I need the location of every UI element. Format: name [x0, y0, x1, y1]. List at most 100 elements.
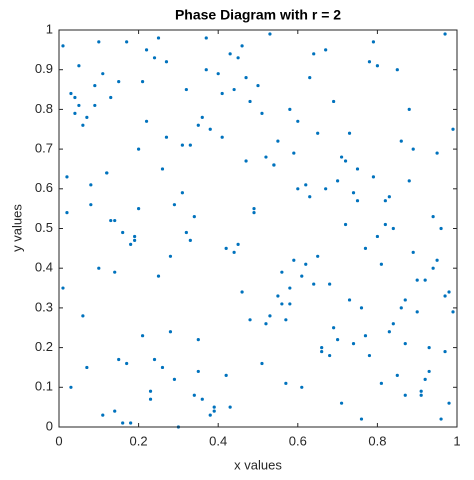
- point: [224, 373, 228, 377]
- point: [363, 334, 368, 338]
- point: [156, 274, 161, 278]
- point: [109, 95, 113, 100]
- point: [252, 211, 256, 215]
- point: [164, 60, 169, 64]
- point: [324, 48, 328, 52]
- point: [208, 127, 212, 131]
- point: [69, 385, 73, 389]
- point: [423, 377, 427, 381]
- point: [292, 258, 296, 262]
- point: [296, 119, 300, 123]
- point: [148, 397, 153, 401]
- point: [81, 314, 85, 318]
- point: [204, 68, 208, 72]
- point: [168, 330, 173, 334]
- point: [347, 298, 352, 302]
- point: [411, 147, 415, 151]
- point: [89, 183, 93, 187]
- point: [144, 119, 149, 123]
- point: [113, 409, 117, 413]
- point: [435, 151, 439, 155]
- point: [451, 127, 455, 131]
- point: [117, 357, 121, 362]
- point: [407, 179, 411, 183]
- point: [439, 417, 443, 421]
- point: [423, 278, 427, 282]
- point: [332, 99, 336, 104]
- y-tick-label: 0: [46, 418, 53, 433]
- point: [89, 203, 93, 207]
- point: [395, 373, 399, 377]
- point: [324, 187, 328, 191]
- point: [447, 290, 451, 294]
- point: [152, 56, 157, 60]
- x-axis-label: x values: [234, 457, 282, 472]
- y-tick-label: 0.9: [35, 61, 53, 76]
- y-tick-label: 1: [46, 21, 53, 36]
- y-axis-label: y values: [9, 204, 24, 252]
- point: [137, 147, 141, 151]
- x-tick-label: 0.2: [130, 433, 148, 448]
- point: [200, 115, 204, 119]
- point: [140, 334, 145, 338]
- point: [320, 346, 324, 350]
- point: [212, 409, 216, 413]
- point: [129, 421, 133, 425]
- point: [81, 123, 85, 127]
- point: [343, 159, 348, 163]
- point: [339, 401, 344, 405]
- point: [156, 36, 161, 40]
- point: [336, 179, 340, 183]
- point: [328, 282, 332, 286]
- point: [184, 230, 188, 235]
- point: [65, 211, 69, 215]
- point: [216, 72, 220, 76]
- point: [101, 413, 105, 417]
- point: [264, 155, 268, 159]
- point: [427, 346, 431, 350]
- point: [196, 338, 200, 342]
- point: [443, 349, 447, 354]
- point: [280, 270, 284, 274]
- point: [379, 262, 383, 266]
- point: [284, 381, 288, 385]
- point: [403, 342, 407, 346]
- point: [180, 191, 184, 195]
- point: [320, 349, 324, 354]
- point: [129, 242, 133, 246]
- point: [93, 103, 97, 108]
- point: [312, 52, 316, 56]
- point: [113, 218, 117, 223]
- point: [415, 278, 419, 282]
- point: [228, 52, 232, 56]
- point: [160, 365, 165, 370]
- point: [363, 246, 368, 250]
- point: [105, 171, 109, 175]
- x-tick-label: 0.8: [368, 433, 386, 448]
- point: [403, 393, 407, 397]
- point: [77, 103, 81, 108]
- point: [336, 338, 340, 342]
- point: [351, 191, 356, 195]
- point: [188, 143, 192, 147]
- point: [172, 203, 177, 207]
- point: [276, 139, 280, 143]
- point: [85, 115, 89, 119]
- point: [387, 195, 391, 199]
- point: [184, 87, 188, 92]
- point: [236, 242, 240, 246]
- point: [61, 286, 65, 290]
- point: [264, 322, 268, 326]
- point: [77, 64, 81, 68]
- point: [435, 258, 439, 262]
- point: [431, 266, 435, 270]
- point: [399, 306, 403, 310]
- point: [160, 167, 165, 171]
- point: [180, 143, 184, 147]
- point: [300, 385, 304, 389]
- point: [431, 214, 435, 219]
- point: [268, 314, 272, 318]
- point: [125, 40, 129, 44]
- y-tick-label: 0.1: [35, 379, 53, 394]
